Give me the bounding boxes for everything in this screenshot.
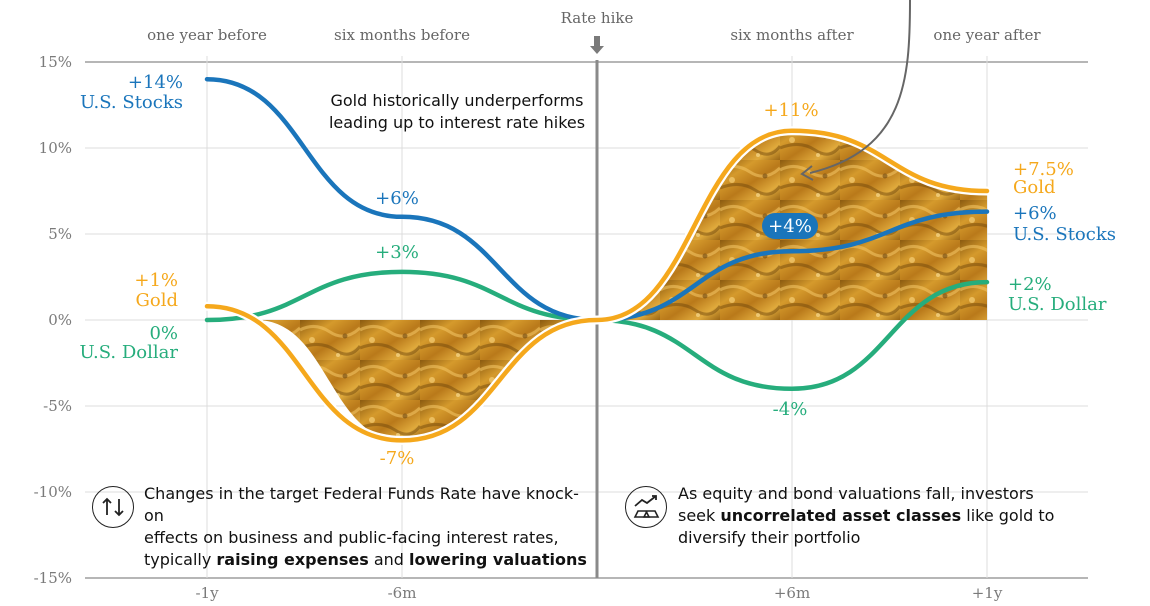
stocks-label-6m-after: +4%	[768, 216, 812, 237]
note-left: Changes in the target Federal Funds Rate…	[144, 484, 587, 569]
callout-arrow-head	[800, 165, 814, 181]
y-tick-label: 15%	[39, 53, 72, 71]
gold-bars-chart-icon	[625, 486, 667, 528]
dollar-series-name-right: U.S. Dollar	[1008, 294, 1107, 315]
rate-hike-arrow-icon	[590, 36, 604, 54]
series-line-gold	[204, 128, 990, 443]
dollar-label-6m-before: +3%	[375, 242, 419, 263]
callout-arrow	[809, 0, 911, 174]
x-tick-label: +6m	[774, 584, 810, 602]
gold-underperform-area	[255, 320, 597, 441]
y-tick-label: 0%	[48, 311, 72, 329]
annotation-gold-underperform-line2: leading up to interest rate hikes	[329, 113, 585, 132]
y-tick-label: 10%	[39, 139, 72, 157]
data-labels: +14%U.S. Stocks+6%+4%+6%U.S. Stocks+1%Go…	[80, 72, 1117, 469]
annotation-gold-underperform-line1: Gold historically underperforms	[330, 91, 583, 110]
x-tick-label: +1y	[972, 584, 1003, 602]
x-tick-label: -6m	[388, 584, 417, 602]
rate-hike-label: Rate hike	[561, 9, 634, 27]
dollar-series-name-left: U.S. Dollar	[80, 342, 179, 363]
gold-series-name-left: Gold	[136, 290, 179, 311]
dollar-label-6m-after: -4%	[773, 399, 808, 420]
note-right: As equity and bond valuations fall, inve…	[678, 484, 1055, 547]
x-period-label: one year before	[147, 26, 267, 44]
stocks-label-start: +14%	[128, 72, 183, 93]
stocks-label-6m-after-pill	[762, 213, 818, 239]
x-tick-label: -1y	[195, 584, 219, 602]
grid: 15% 10% 5% 0% -5% -10% -15% -1y one year before -…	[34, 9, 1088, 602]
stocks-label-6m-before: +6%	[375, 188, 419, 209]
stocks-label-end: +6%	[1013, 203, 1057, 224]
gold-label-start: +1%	[134, 270, 178, 291]
gold-label-6m-before: -7%	[380, 448, 415, 469]
rate-change-icon	[92, 486, 134, 528]
y-tick-label: -5%	[43, 397, 72, 415]
stocks-series-name-left: U.S. Stocks	[80, 92, 183, 113]
dollar-label-start: 0%	[149, 323, 178, 344]
x-period-label: six months after	[730, 26, 854, 44]
stocks-series-name-right: U.S. Stocks	[1013, 224, 1116, 245]
y-tick-label: -15%	[34, 569, 72, 587]
series-lines	[202, 76, 992, 445]
x-period-label: six months before	[334, 26, 470, 44]
gold-label-end: +7.5%	[1013, 159, 1074, 180]
gold-outperform-area-lower	[597, 211, 987, 320]
gold-series-name-right: Gold	[1013, 177, 1056, 198]
y-tick-label: -10%	[34, 483, 72, 501]
y-tick-label: 5%	[48, 225, 72, 243]
gold-texture-fills	[255, 130, 987, 441]
gold-label-6m-after: +11%	[763, 100, 818, 121]
x-period-label: one year after	[933, 26, 1041, 44]
dollar-label-end: +2%	[1008, 274, 1052, 295]
